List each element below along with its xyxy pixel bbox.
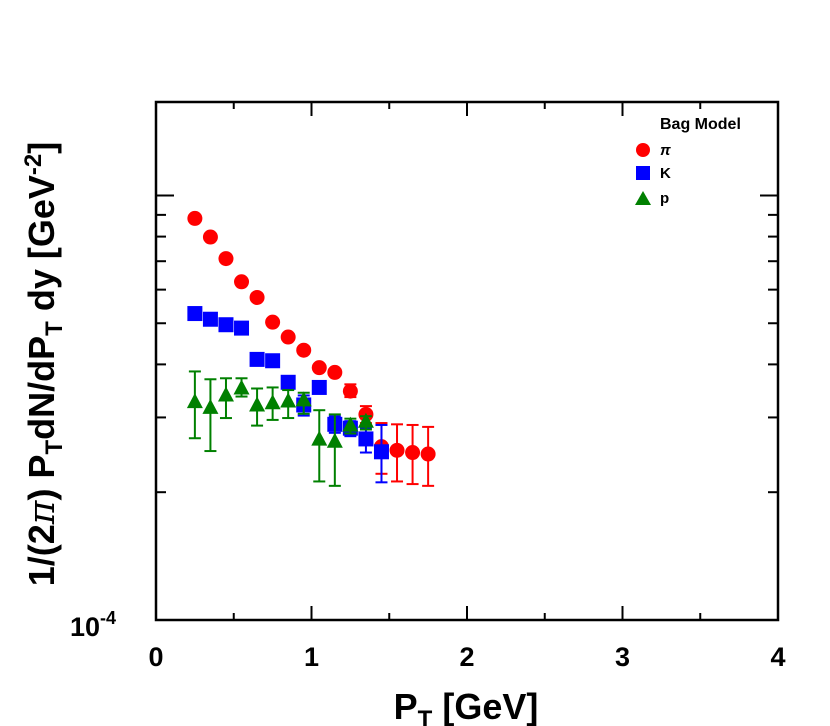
y-label-part-8: ]: [21, 142, 62, 154]
data-point: [420, 446, 436, 462]
data-point: [202, 229, 218, 245]
legend-label-pi: π: [660, 142, 671, 159]
data-point: [217, 386, 234, 402]
data-point: [234, 320, 250, 336]
series-circle: [187, 210, 436, 487]
data-point: [249, 351, 265, 367]
legend-marker-triangle: [635, 191, 651, 205]
x-tick-label: 4: [770, 642, 785, 672]
x-axis-label-main: P: [394, 686, 418, 726]
x-tick-label: 2: [459, 642, 474, 672]
x-tick-label: 1: [304, 642, 319, 672]
data-point: [389, 442, 405, 458]
axis-ticks: [155, 102, 779, 620]
data-series: [186, 210, 436, 487]
y-label-pi: π: [22, 499, 63, 525]
legend-title: Bag Model: [660, 116, 741, 133]
legend-marker-square: [636, 166, 650, 180]
data-point: [311, 360, 327, 376]
data-point: [327, 364, 343, 380]
y-axis-label: 1/(2π) PTdN/dPT dy [GeV-2]: [20, 142, 68, 586]
series-triangle: [186, 370, 374, 487]
y-label-part-2: ) P: [21, 455, 62, 501]
data-point: [358, 431, 374, 447]
data-point: [218, 317, 234, 333]
data-point: [326, 432, 343, 448]
x-tick-labels: 0 1 2 3 4: [148, 642, 785, 672]
x-axis-label-suffix: [GeV]: [432, 686, 538, 726]
data-point: [264, 394, 281, 410]
y-tick-exponent: -4: [100, 608, 116, 628]
legend-label-k: K: [660, 165, 671, 182]
x-tick-label: 0: [148, 642, 163, 672]
y-label-sub-2: T: [41, 321, 68, 336]
y-label-part-4: dN/dP: [21, 336, 62, 440]
legend-marker-circle: [636, 143, 650, 157]
legend: Bag Model π K p: [635, 116, 741, 207]
data-point: [265, 314, 281, 330]
data-point: [405, 445, 421, 461]
data-point: [295, 391, 312, 407]
y-tick-label: 10-4: [70, 608, 116, 642]
legend-entry-k: K: [636, 165, 671, 182]
legend-entry-p: p: [635, 190, 669, 207]
data-point: [373, 444, 389, 460]
data-point: [357, 412, 374, 428]
data-point: [342, 383, 358, 399]
data-point: [186, 393, 203, 409]
data-point: [233, 379, 250, 395]
y-label-part-6: dy [GeV: [21, 175, 62, 321]
data-point: [280, 329, 296, 345]
data-point: [187, 306, 203, 322]
data-point: [202, 398, 219, 414]
data-point: [311, 430, 328, 446]
data-point: [234, 274, 250, 290]
x-tick-label: 3: [615, 642, 630, 672]
data-point: [187, 210, 203, 226]
data-point: [265, 353, 281, 369]
data-point: [249, 396, 266, 412]
x-axis-label: PT [GeV]: [394, 686, 539, 726]
data-point: [296, 342, 312, 358]
y-tick-mantissa: 10: [70, 612, 100, 642]
data-point: [249, 289, 265, 305]
data-point: [280, 392, 297, 408]
legend-entry-pi: π: [636, 142, 671, 159]
data-point: [202, 311, 218, 327]
y-label-sup: -2: [20, 154, 47, 175]
legend-label-p: p: [660, 190, 669, 207]
y-label-part-0: 1/(2: [21, 524, 62, 586]
y-label-sub-1: T: [41, 440, 68, 455]
data-point: [280, 374, 296, 390]
x-axis-label-sub: T: [418, 706, 433, 726]
data-point: [311, 379, 327, 395]
plot-frame: [154, 100, 780, 622]
data-point: [342, 416, 359, 432]
data-point: [218, 251, 234, 267]
